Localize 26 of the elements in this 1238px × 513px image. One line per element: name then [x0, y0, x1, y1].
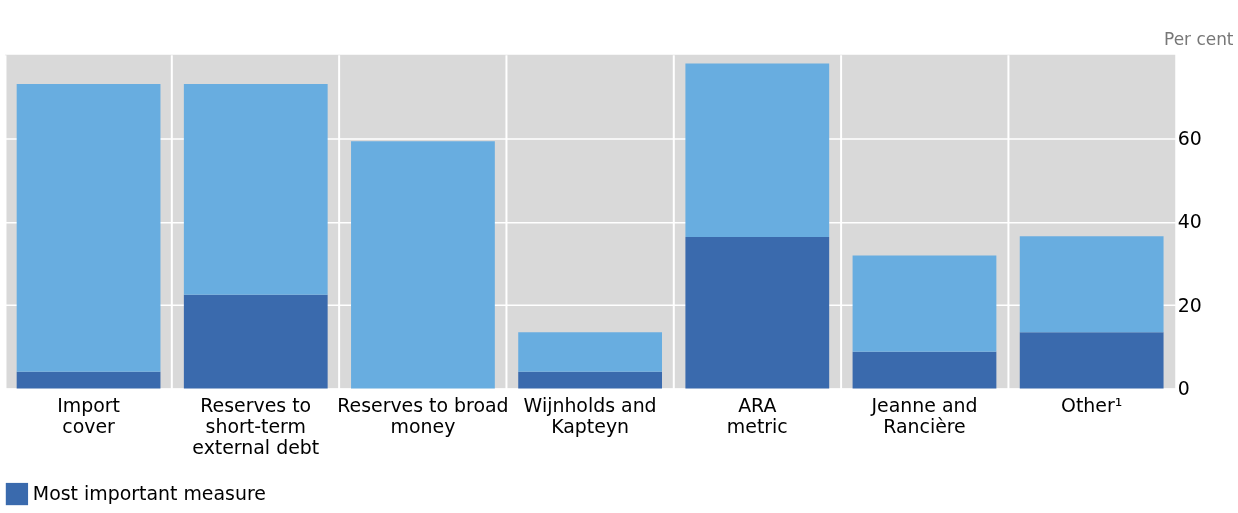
x-tick-label: Reserves to short-term external debt: [192, 393, 320, 458]
y-tick-label: 40: [1177, 210, 1202, 233]
x-tick-label: Import cover: [57, 393, 120, 437]
bar: [16, 371, 161, 389]
y-tick-label: 0: [1177, 376, 1190, 399]
bar: [685, 63, 830, 238]
bar: [351, 141, 495, 389]
bar: [852, 351, 997, 389]
bar: [1019, 236, 1164, 333]
y-tick-label: 20: [1177, 293, 1202, 316]
x-tick-label: Other¹: [1061, 393, 1123, 416]
y-tick-label: 60: [1177, 126, 1202, 149]
x-tick-label: Jeanne and Rancière: [870, 393, 978, 437]
x-tick-label: Reserves to broad money: [337, 393, 509, 437]
bar: [183, 84, 328, 295]
legend-label: Most important measure: [32, 482, 266, 505]
x-tick-label: Wijnholds and Kapteyn: [523, 393, 657, 437]
bar: [16, 84, 161, 372]
bar: [518, 371, 662, 389]
bar: [518, 332, 662, 372]
y-axis-title: Per cent: [1164, 29, 1234, 50]
bar: [685, 237, 830, 389]
bar: [1019, 332, 1164, 389]
x-tick-label: ARA metric: [726, 393, 788, 437]
bar: [183, 294, 328, 389]
bar: [852, 255, 997, 352]
